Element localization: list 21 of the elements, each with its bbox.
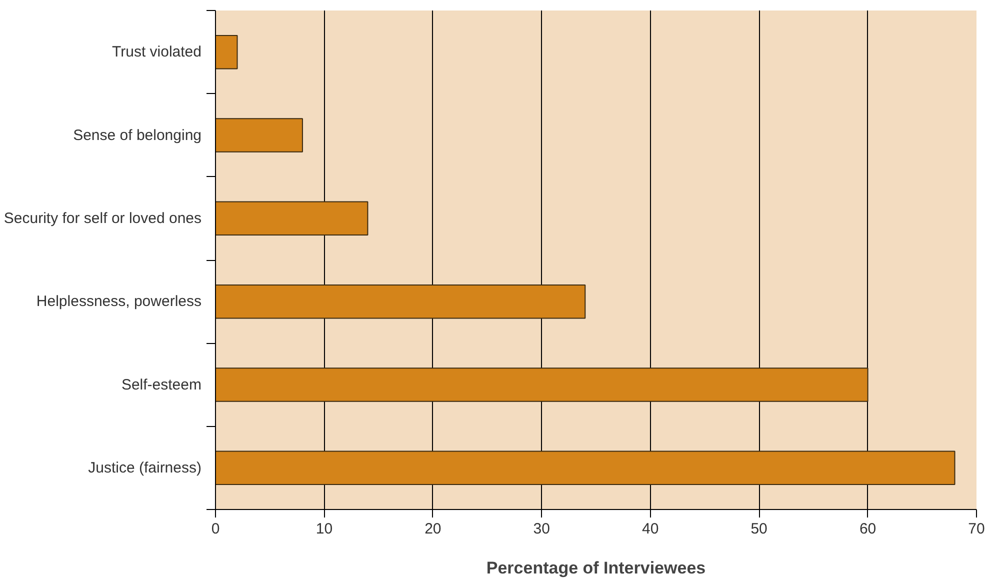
x-tick-label: 30	[533, 520, 550, 538]
x-tick-label: 10	[316, 520, 333, 538]
bar	[216, 368, 868, 402]
bar	[216, 201, 368, 236]
y-tick-label: Justice (fairness)	[88, 459, 202, 476]
bar	[216, 118, 303, 152]
y-tick-label: Helplessness, powerless	[36, 293, 202, 310]
x-axis-title: Percentage of Interviewees	[486, 558, 706, 578]
x-tick-label: 20	[424, 520, 442, 538]
x-tick-label: 0	[211, 520, 220, 538]
y-tick-label: Sense of belonging	[73, 126, 202, 144]
bar	[216, 34, 238, 70]
y-tick-label: Self-esteem	[121, 376, 202, 394]
x-tick-label: 70	[968, 520, 985, 538]
bar	[216, 450, 956, 486]
x-tick-label: 40	[642, 520, 659, 538]
bar	[216, 284, 586, 319]
y-tick-label: Security for self or loved ones	[4, 210, 202, 227]
x-tick-label: 60	[859, 520, 876, 538]
y-tick-label: Trust violated	[112, 44, 202, 61]
x-tick-label: 50	[750, 520, 768, 538]
